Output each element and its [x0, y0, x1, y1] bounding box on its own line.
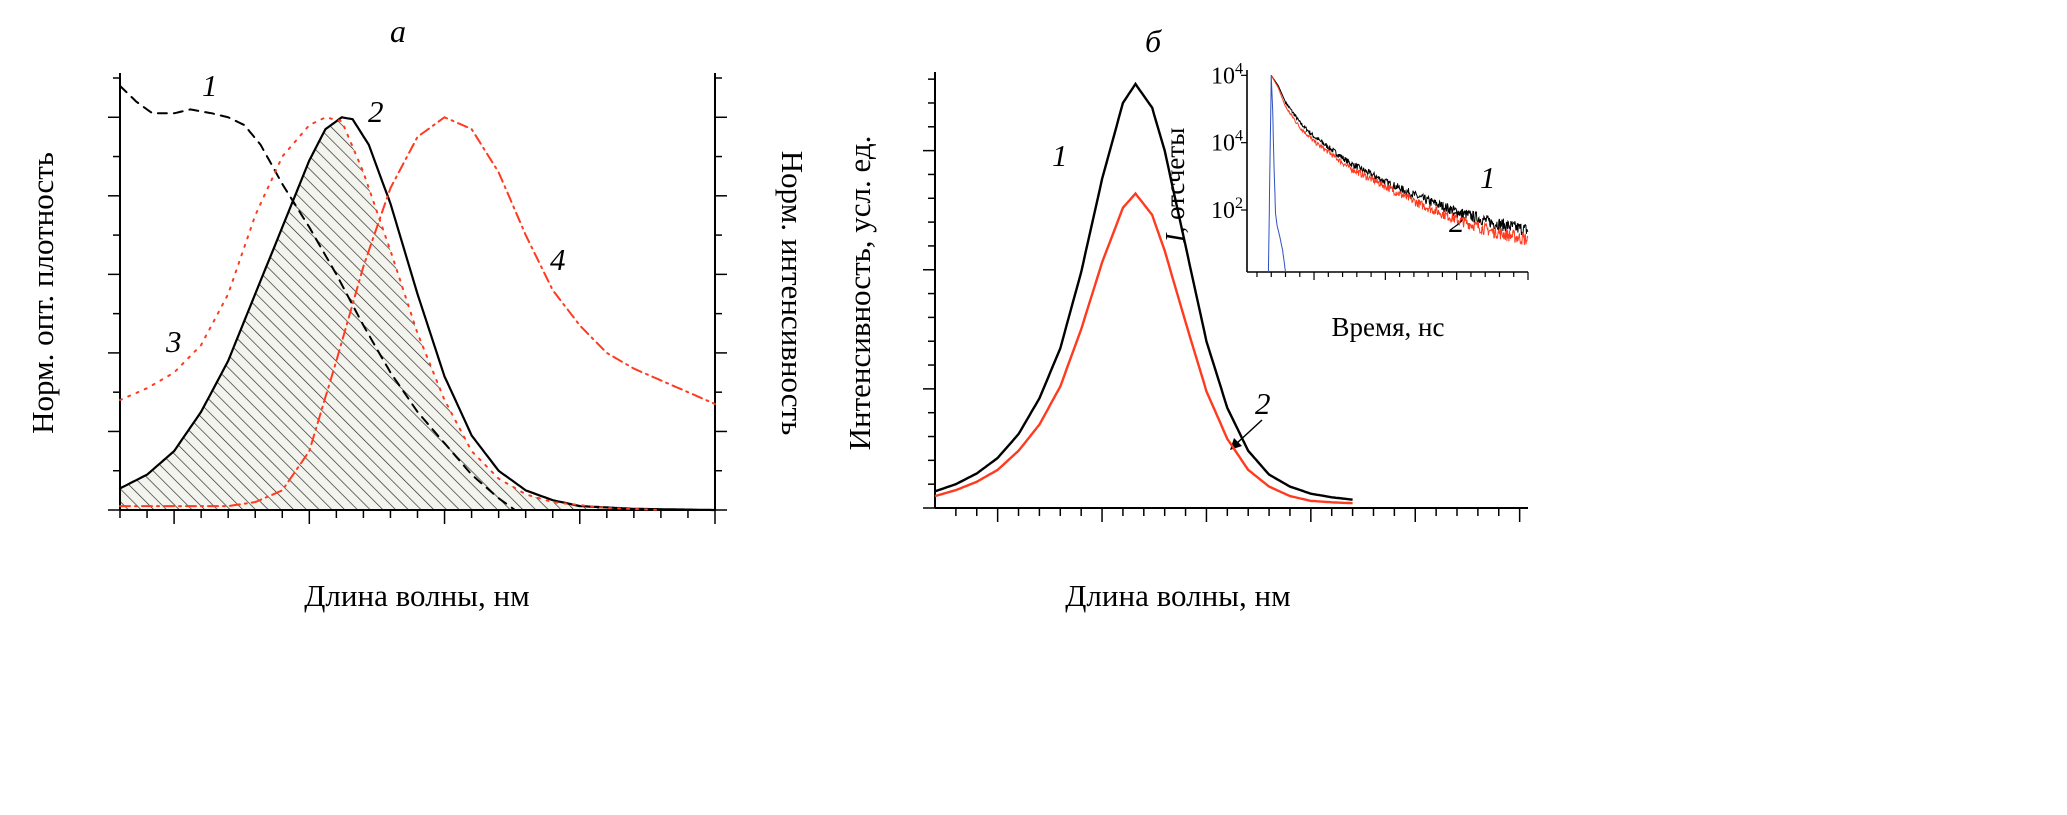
inset-y-tick-label: 104	[1211, 128, 1243, 157]
series-2-line	[934, 191, 1353, 505]
curve-label-b1: 1	[1052, 138, 1068, 173]
series-3-line	[119, 116, 662, 511]
series-1-line	[934, 81, 1353, 501]
series-2-line	[118, 116, 717, 512]
curve-label-4: 4	[550, 242, 566, 277]
inset-series-2-line	[1270, 75, 1529, 245]
hatched-overlap-area	[120, 120, 661, 510]
panel-b-ylabel: Интенсивность, усл. ед.	[842, 136, 877, 451]
panel-a-title: а	[390, 13, 406, 49]
inset-y-tick-base: 10	[1211, 131, 1235, 157]
inset-y-tick-base: 10	[1211, 198, 1235, 224]
inset-y-tick-label: 104	[1211, 60, 1243, 89]
panel-a-xlabel: Длина волны, нм	[304, 578, 529, 613]
curve-label-3: 3	[165, 324, 182, 359]
inset-curve-label-1: 1	[1480, 160, 1496, 195]
inset-y-tick-exp: 4	[1235, 60, 1243, 77]
inset-ylabel: I, отсчеты	[1160, 128, 1190, 244]
inset-xlabel: Время, нс	[1332, 312, 1445, 342]
inset-y-tick-exp: 2	[1235, 195, 1243, 212]
inset-series-irf-line	[1267, 75, 1286, 273]
series-1-line	[119, 84, 516, 511]
series-4-line	[119, 116, 716, 508]
panel-b-xlabel: Длина волны, нм	[1065, 578, 1290, 613]
inset-y-tick-exp: 4	[1235, 128, 1243, 145]
panel-a-ylabel-left: Норм. опт. плотность	[25, 152, 60, 434]
curve-2-pointer-arrow	[1235, 419, 1263, 445]
inset-y-tick-label: 102	[1211, 195, 1243, 224]
inset-series-1-line	[1270, 75, 1529, 236]
panel-a-spectra: а Длина волны, нм Норм. опт. плотность Н…	[25, 13, 810, 613]
inset-ylabel-symbol: I	[1160, 231, 1190, 243]
inset-ylabel-text: , отсчеты	[1160, 128, 1190, 234]
panel-a-ylabel-right: Норм. интенсивность	[775, 151, 810, 435]
panel-b-title: б	[1145, 23, 1162, 59]
curve-label-2: 2	[368, 94, 384, 129]
panel-b-intensity: б Длина волны, нм Интенсивность, усл. ед…	[842, 23, 1528, 613]
inset-y-tick-base: 10	[1211, 63, 1235, 89]
curve-label-1: 1	[202, 68, 218, 103]
curve-label-b2: 2	[1255, 386, 1271, 421]
